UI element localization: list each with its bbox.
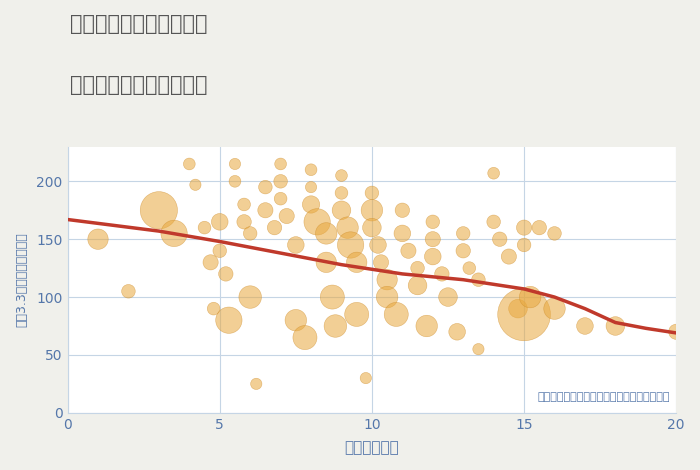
Point <box>463 264 475 272</box>
Point <box>336 172 347 179</box>
Point <box>382 293 393 301</box>
Point <box>494 235 505 243</box>
Point <box>671 328 682 336</box>
Point <box>275 178 286 185</box>
Point <box>275 160 286 168</box>
Point <box>372 241 384 249</box>
Point <box>519 311 530 318</box>
Point <box>580 322 591 330</box>
Point <box>336 189 347 196</box>
Point <box>412 282 423 289</box>
Point <box>427 235 438 243</box>
Point <box>244 230 256 237</box>
Point <box>327 293 338 301</box>
Point <box>382 276 393 283</box>
Point <box>549 230 560 237</box>
Point <box>275 195 286 203</box>
Point <box>260 206 271 214</box>
Point <box>190 181 201 188</box>
Point <box>336 206 347 214</box>
Point <box>519 241 530 249</box>
Point <box>305 201 316 208</box>
Point <box>436 270 447 278</box>
Point <box>269 224 280 231</box>
Point <box>305 166 316 173</box>
Point <box>169 230 180 237</box>
Point <box>366 206 377 214</box>
Point <box>230 160 241 168</box>
Text: 円の大きさは、取引のあった物件面積を示す: 円の大きさは、取引のあった物件面積を示す <box>538 392 670 402</box>
Point <box>549 305 560 313</box>
Point <box>305 183 316 191</box>
Point <box>290 316 302 324</box>
Point <box>402 247 414 255</box>
Point <box>375 258 386 266</box>
Point <box>351 311 363 318</box>
Point <box>366 189 377 196</box>
Point <box>260 183 271 191</box>
Point <box>281 212 293 220</box>
Point <box>92 235 104 243</box>
Point <box>458 247 469 255</box>
Point <box>199 224 210 231</box>
Point <box>488 218 499 226</box>
X-axis label: 駅距離（分）: 駅距離（分） <box>344 440 399 455</box>
Point <box>427 253 438 260</box>
Point <box>251 380 262 388</box>
Point <box>524 293 536 301</box>
Point <box>244 293 256 301</box>
Y-axis label: 坪（3.3㎡）単価（万円）: 坪（3.3㎡）単価（万円） <box>15 232 28 327</box>
Point <box>239 218 250 226</box>
Point <box>519 224 530 231</box>
Point <box>220 270 232 278</box>
Point <box>610 322 621 330</box>
Point <box>183 160 195 168</box>
Point <box>312 218 323 226</box>
Point <box>442 293 454 301</box>
Point <box>290 241 302 249</box>
Point <box>153 206 164 214</box>
Point <box>512 305 524 313</box>
Point <box>300 334 311 341</box>
Point <box>452 328 463 336</box>
Point <box>421 322 433 330</box>
Point <box>412 264 423 272</box>
Point <box>230 178 241 185</box>
Text: 駅距離別中古戸建て価格: 駅距離別中古戸建て価格 <box>70 75 207 95</box>
Point <box>488 170 499 177</box>
Point <box>345 241 356 249</box>
Point <box>239 201 250 208</box>
Point <box>342 224 354 231</box>
Point <box>473 345 484 353</box>
Point <box>397 230 408 237</box>
Point <box>351 258 363 266</box>
Point <box>330 322 341 330</box>
Point <box>214 247 225 255</box>
Point <box>503 253 514 260</box>
Point <box>321 258 332 266</box>
Text: 東京都町田市玉川学園の: 東京都町田市玉川学園の <box>70 14 207 34</box>
Point <box>427 218 438 226</box>
Point <box>214 218 225 226</box>
Point <box>122 288 134 295</box>
Point <box>397 206 408 214</box>
Point <box>360 374 372 382</box>
Point <box>321 230 332 237</box>
Point <box>533 224 545 231</box>
Point <box>391 311 402 318</box>
Point <box>366 224 377 231</box>
Point <box>223 316 235 324</box>
Point <box>473 276 484 283</box>
Point <box>208 305 219 313</box>
Point <box>458 230 469 237</box>
Point <box>205 258 216 266</box>
